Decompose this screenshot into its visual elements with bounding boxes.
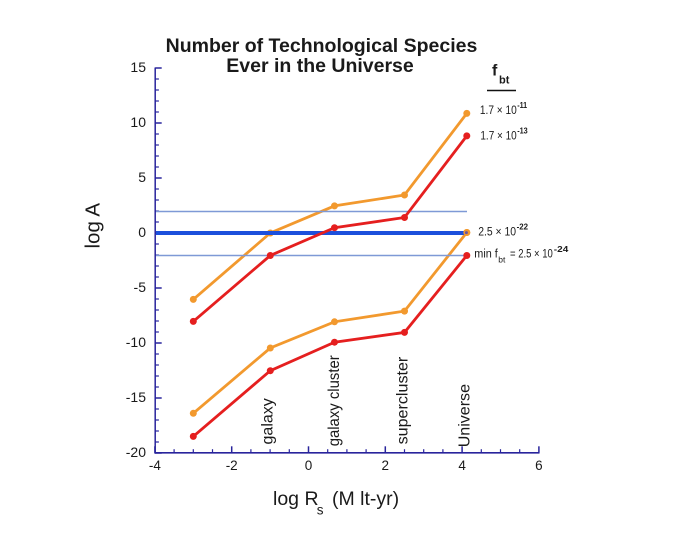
svg-text:5: 5 [138, 169, 146, 185]
svg-text:1.7 × 10: 1.7 × 10 [480, 105, 517, 117]
svg-text:-2: -2 [226, 458, 238, 473]
svg-text:4: 4 [458, 458, 466, 473]
svg-text:2.5 × 10: 2.5 × 10 [478, 226, 516, 238]
svg-text:Number of Technological Specie: Number of Technological Species [166, 35, 478, 57]
svg-text:-10: -10 [126, 334, 146, 350]
svg-text:s: s [317, 503, 324, 518]
svg-text:bt: bt [498, 255, 506, 265]
svg-text:0: 0 [305, 458, 313, 473]
svg-text:-13: -13 [517, 126, 528, 136]
svg-text:-24: -24 [554, 244, 569, 254]
svg-text:0: 0 [138, 224, 146, 240]
svg-text:-5: -5 [134, 279, 147, 295]
svg-text:-15: -15 [126, 389, 146, 405]
svg-text:15: 15 [130, 59, 146, 75]
svg-text:supercluster: supercluster [394, 357, 411, 445]
svg-text:6: 6 [535, 458, 543, 473]
svg-text:log R: log R [273, 488, 319, 510]
svg-text:galaxy cluster: galaxy cluster [326, 355, 343, 446]
svg-text:-11: -11 [517, 100, 527, 110]
svg-text:galaxy: galaxy [260, 398, 277, 445]
svg-text:f: f [492, 63, 498, 80]
svg-text:log A: log A [82, 203, 105, 249]
svg-text:1.7 × 10: 1.7 × 10 [480, 131, 516, 143]
svg-text:Ever in the Universe: Ever in the Universe [226, 55, 414, 77]
svg-text:bt: bt [499, 75, 510, 87]
svg-text:-20: -20 [126, 444, 146, 460]
svg-text:10: 10 [130, 114, 146, 130]
svg-text:= 2.5 × 10: = 2.5 × 10 [510, 249, 553, 261]
svg-text:-22: -22 [517, 222, 529, 232]
svg-text:2: 2 [382, 458, 390, 473]
svg-text:min f: min f [474, 249, 498, 261]
svg-text:-4: -4 [149, 458, 161, 473]
svg-text:(M lt-yr): (M lt-yr) [332, 488, 399, 510]
svg-text:Universe: Universe [457, 384, 474, 447]
